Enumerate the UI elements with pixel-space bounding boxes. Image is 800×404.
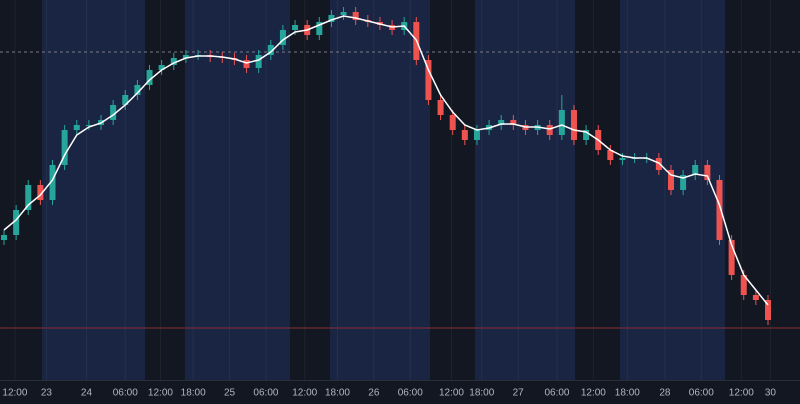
candle-body xyxy=(704,165,711,180)
candle-body xyxy=(619,158,626,160)
candle-body xyxy=(765,300,771,320)
candle-body xyxy=(340,12,347,15)
x-tick-label: 12:00 xyxy=(148,388,173,399)
x-axis-bar xyxy=(0,380,800,404)
candle-body xyxy=(73,125,80,130)
candle-body xyxy=(449,115,456,130)
candle-body xyxy=(182,55,189,58)
candle-body xyxy=(752,295,759,300)
x-tick-label: 12:00 xyxy=(439,388,464,399)
x-tick-label: 24 xyxy=(81,388,93,399)
x-tick-label: 06:00 xyxy=(689,388,714,399)
candle-body xyxy=(292,25,299,30)
candle-body xyxy=(570,110,577,140)
session-band xyxy=(185,0,290,380)
candle-body xyxy=(146,70,153,85)
candle-body xyxy=(328,15,335,22)
candle-body xyxy=(1,235,7,240)
candle-body xyxy=(279,30,286,45)
x-tick-label: 27 xyxy=(513,388,525,399)
candle-body xyxy=(546,125,553,135)
x-tick-label: 23 xyxy=(41,388,53,399)
candle-body xyxy=(437,100,444,115)
x-tick-label: 12:00 xyxy=(2,388,27,399)
grid xyxy=(0,0,800,380)
candle-body xyxy=(461,130,468,140)
candle-body xyxy=(243,60,250,68)
candle-body xyxy=(122,95,129,105)
candle-body xyxy=(170,58,177,65)
x-tick-label: 30 xyxy=(765,388,777,399)
candle-body xyxy=(158,65,165,70)
x-tick-label: 06:00 xyxy=(113,388,138,399)
candle-body xyxy=(316,22,323,35)
candle-body xyxy=(692,165,699,175)
candle-body xyxy=(25,185,32,210)
candle-body xyxy=(728,240,735,275)
candle-body xyxy=(134,85,141,95)
candle-body xyxy=(498,120,505,125)
candle-body xyxy=(110,105,117,120)
x-tick-label: 18:00 xyxy=(615,388,640,399)
x-tick-label: 18:00 xyxy=(469,388,494,399)
x-tick-label: 28 xyxy=(659,388,671,399)
candle-body xyxy=(85,125,92,126)
x-tick-label: 12:00 xyxy=(581,388,606,399)
candle-body xyxy=(61,130,68,165)
session-band xyxy=(42,0,145,380)
candle-body xyxy=(255,55,262,68)
session-band xyxy=(330,0,430,380)
marks xyxy=(1,7,771,325)
candle-body xyxy=(716,180,723,240)
candle-body xyxy=(13,210,20,235)
candle-body xyxy=(267,45,274,55)
x-tick-label: 12:00 xyxy=(292,388,317,399)
candle-body xyxy=(510,120,517,125)
candle-body xyxy=(583,130,590,140)
candle-body xyxy=(37,185,44,200)
x-tick-label: 18:00 xyxy=(325,388,350,399)
candle-body xyxy=(49,165,56,200)
x-tick-label: 26 xyxy=(368,388,380,399)
x-tick-label: 18:00 xyxy=(181,388,206,399)
candle-body xyxy=(558,110,565,135)
candle-body xyxy=(680,175,687,190)
candle-body xyxy=(667,170,674,190)
x-tick-label: 06:00 xyxy=(544,388,569,399)
x-axis: 12:00 23 24 06:00 12:00 18:00 25 06:00 12:00 18:0… xyxy=(2,388,776,399)
session-band xyxy=(475,0,575,380)
candle-body xyxy=(352,12,359,20)
x-tick-label: 12:00 xyxy=(729,388,754,399)
x-tick-label: 25 xyxy=(224,388,236,399)
candle-body xyxy=(740,275,747,295)
candle-body xyxy=(607,150,614,160)
moving-average-line xyxy=(3,15,769,306)
candle-body xyxy=(473,130,480,140)
candle-body xyxy=(425,60,432,100)
x-tick-label: 06:00 xyxy=(253,388,278,399)
x-tick-label: 06:00 xyxy=(398,388,423,399)
